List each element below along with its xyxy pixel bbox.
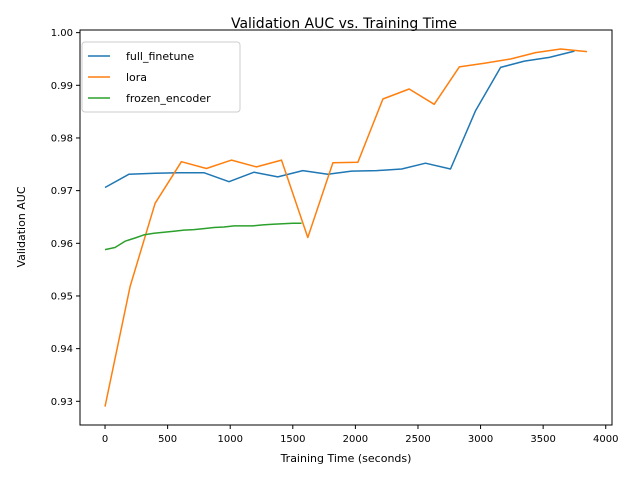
series-line-frozen-encoder xyxy=(104,222,302,251)
x-axis-label: Training Time (seconds) xyxy=(280,452,412,465)
series-line-lora xyxy=(104,48,588,407)
x-tick-label: 4000 xyxy=(593,434,618,445)
x-tick-label: 1000 xyxy=(217,434,242,445)
x-tick-label: 3000 xyxy=(468,434,493,445)
legend-label-full-finetune: full_finetune xyxy=(126,50,194,63)
series-line-full-finetune xyxy=(104,50,575,189)
y-axis-label: Validation AUC xyxy=(15,186,28,267)
plot-area xyxy=(104,48,588,407)
x-tick-label: 3500 xyxy=(530,434,555,445)
y-axis-ticks: 0.93 0.94 0.95 0.96 0.97 0.98 0.99 1.00 xyxy=(51,28,80,408)
y-tick-label: 0.93 xyxy=(51,397,73,408)
x-tick-label: 2500 xyxy=(405,434,430,445)
y-tick-label: 0.95 xyxy=(51,291,73,302)
legend-label-lora: lora xyxy=(126,71,147,84)
y-tick-label: 1.00 xyxy=(51,28,73,39)
y-tick-label: 0.99 xyxy=(51,81,73,92)
x-tick-label: 0 xyxy=(102,434,108,445)
y-tick-label: 0.97 xyxy=(51,186,73,197)
legend-box xyxy=(81,41,241,113)
x-tick-label: 1500 xyxy=(280,434,305,445)
y-tick-label: 0.96 xyxy=(51,239,73,250)
legend-label-frozen-encoder: frozen_encoder xyxy=(126,92,211,105)
chart-title: Validation AUC vs. Training Time xyxy=(231,16,457,32)
x-tick-label: 500 xyxy=(158,434,177,445)
x-axis-ticks: 0 500 1000 1500 2000 2500 3000 3500 4000 xyxy=(102,425,618,445)
axes-frame xyxy=(79,29,613,426)
x-tick-label: 2000 xyxy=(343,434,368,445)
y-tick-label: 0.94 xyxy=(51,344,73,355)
y-tick-label: 0.98 xyxy=(51,133,73,144)
